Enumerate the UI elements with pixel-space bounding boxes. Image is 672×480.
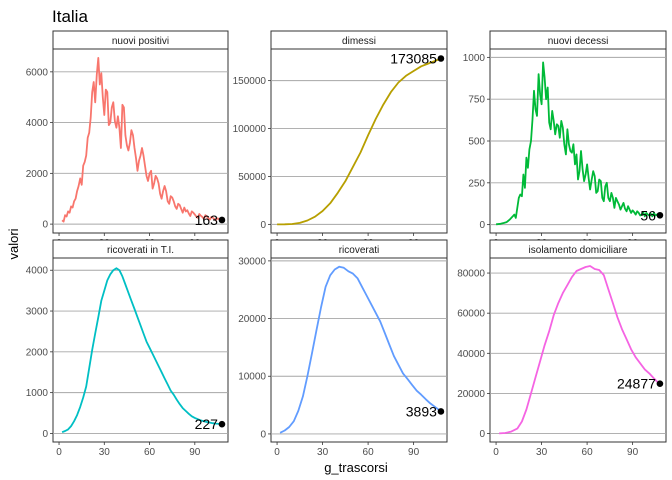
y-tick-label: 4000	[26, 266, 49, 277]
y-axis-title: valori	[6, 228, 21, 259]
y-tick-label: 150000	[233, 76, 267, 87]
panel-6: isolamento domiciliare 0 20000 40000 60000 80…	[457, 239, 667, 458]
panel-1: nuovi positivi02000400060000306090163	[26, 30, 229, 249]
y-tick-label: 0	[479, 220, 485, 231]
panel-4: ricoverati in T.I. 0 1000 2000 3000 4000 0 30 60…	[26, 239, 229, 458]
x-tick-label: 30	[317, 447, 329, 458]
x-tick-label: 60	[363, 447, 375, 458]
last-point	[656, 211, 664, 219]
series-line	[277, 57, 442, 226]
series-line	[279, 265, 442, 434]
strip-label: dimessi	[342, 36, 376, 47]
last-value-label: 227	[195, 416, 219, 432]
y-tick-label: 0	[42, 429, 48, 440]
y-tick-label: 0	[479, 429, 485, 440]
y-tick-label: 6000	[26, 67, 49, 78]
y-tick-label: 1000	[26, 388, 49, 399]
y-tick-label: 80000	[457, 269, 485, 280]
strip-label: nuovi decessi	[548, 36, 609, 47]
panel-5: ricoverati 0 10000 20000 30000 0 30 60 90 3893	[238, 239, 448, 458]
y-tick-label: 2000	[26, 347, 49, 358]
last-point	[656, 380, 664, 387]
x-tick-label: 90	[408, 447, 420, 458]
last-point	[437, 55, 445, 62]
y-tick-label: 50000	[238, 172, 266, 183]
x-tick-label: 90	[189, 447, 201, 458]
y-tick-label: 10000	[238, 372, 266, 383]
last-point	[218, 420, 226, 428]
strip-label: nuovi positivi	[112, 36, 169, 47]
y-tick-label: 60000	[457, 309, 485, 320]
panel-2: dimessi0500001000001500000306090173085	[233, 30, 448, 249]
panel-background	[52, 48, 229, 234]
y-tick-label: 2000	[26, 169, 49, 180]
y-tick-label: 250	[468, 178, 485, 189]
series-line	[61, 267, 223, 434]
last-value-label: 3893	[406, 403, 437, 419]
y-tick-label: 40000	[457, 349, 485, 360]
last-value-label: 163	[195, 212, 219, 228]
last-point	[437, 408, 445, 415]
panel-background	[270, 48, 448, 234]
y-tick-label: 100000	[233, 124, 267, 135]
x-tick-label: 0	[493, 447, 499, 458]
y-tick-label: 30000	[238, 256, 266, 267]
last-value-label: 173085	[390, 51, 437, 67]
y-tick-label: 750	[468, 95, 485, 106]
x-tick-label: 60	[144, 447, 156, 458]
last-point	[218, 216, 226, 224]
chart-title: Italia	[52, 7, 88, 26]
y-tick-label: 0	[260, 429, 266, 440]
strip-label: isolamento domiciliare	[529, 245, 628, 256]
y-tick-label: 0	[260, 220, 266, 231]
y-tick-label: 20000	[238, 314, 266, 325]
x-tick-label: 0	[274, 447, 280, 458]
y-tick-label: 500	[468, 137, 485, 148]
series-line	[499, 265, 661, 435]
y-tick-label: 20000	[457, 389, 485, 400]
x-tick-label: 0	[56, 447, 62, 458]
panel-3: nuovi decessi02505007501000030609056	[463, 30, 667, 249]
strip-label: ricoverati	[339, 245, 380, 256]
x-tick-label: 90	[627, 447, 639, 458]
facet-panels: nuovi positivi02000400060000306090163dim…	[26, 30, 667, 458]
panel-background	[489, 257, 667, 443]
strip-label: ricoverati in T.I.	[107, 245, 174, 256]
last-value-label: 56	[640, 207, 656, 223]
series-line	[496, 61, 661, 226]
y-tick-label: 1000	[463, 53, 486, 64]
last-value-label: 24877	[617, 376, 656, 392]
y-tick-label: 3000	[26, 307, 49, 318]
y-tick-label: 4000	[26, 118, 49, 129]
panel-background	[270, 257, 448, 443]
y-tick-label: 0	[42, 220, 48, 231]
x-tick-label: 30	[536, 447, 548, 458]
x-tick-label: 60	[582, 447, 594, 458]
series-line	[61, 57, 223, 223]
x-axis-title: g_trascorsi	[324, 460, 388, 475]
x-tick-label: 30	[99, 447, 111, 458]
panel-background	[52, 257, 229, 443]
